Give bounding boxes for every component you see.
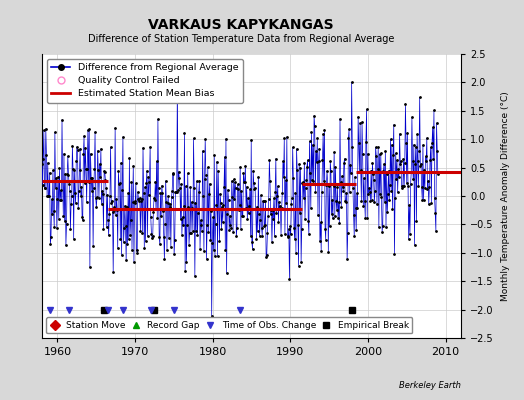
Text: Berkeley Earth: Berkeley Earth bbox=[399, 381, 461, 390]
Text: Difference of Station Temperature Data from Regional Average: Difference of Station Temperature Data f… bbox=[88, 34, 394, 44]
Y-axis label: Monthly Temperature Anomaly Difference (°C): Monthly Temperature Anomaly Difference (… bbox=[501, 91, 510, 301]
Text: VARKAUS KAPYKANGAS: VARKAUS KAPYKANGAS bbox=[148, 18, 334, 32]
Legend: Station Move, Record Gap, Time of Obs. Change, Empirical Break: Station Move, Record Gap, Time of Obs. C… bbox=[47, 317, 412, 334]
